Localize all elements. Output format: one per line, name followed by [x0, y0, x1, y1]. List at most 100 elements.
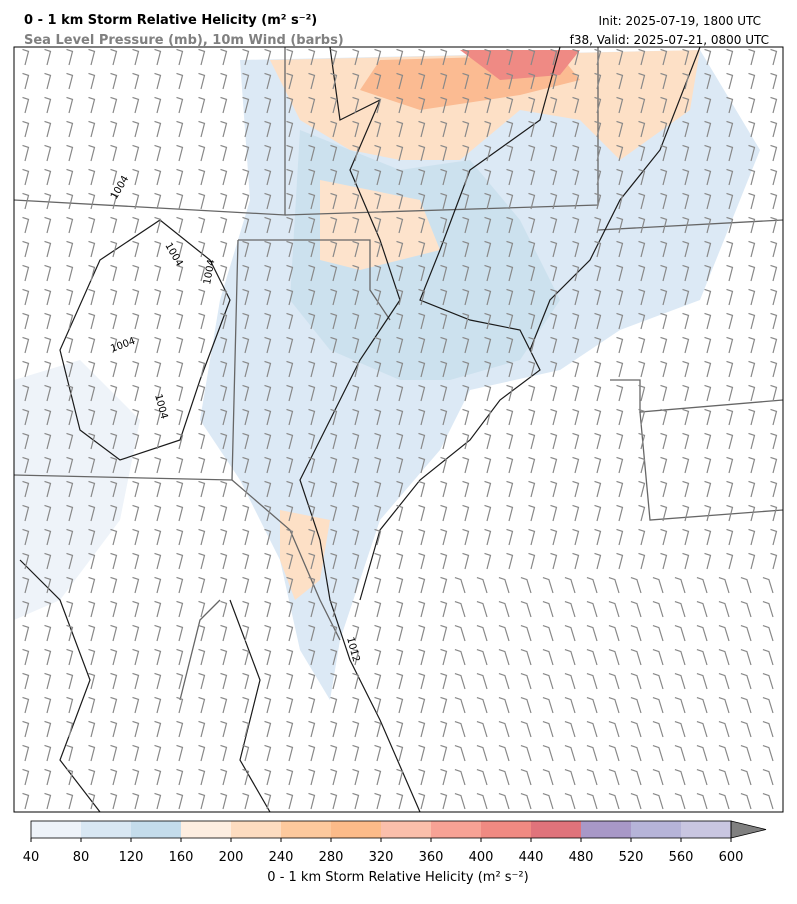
barb [462, 528, 470, 546]
barb [44, 600, 52, 618]
barb [176, 552, 184, 570]
barb [726, 336, 734, 354]
barb [528, 552, 536, 570]
barb [594, 72, 602, 90]
barb [132, 264, 140, 282]
barb [154, 648, 162, 666]
colorbar-tick-label: 320 [369, 850, 394, 865]
barb [132, 624, 140, 642]
barb [286, 600, 294, 618]
barb [418, 312, 426, 330]
barb [242, 144, 250, 162]
barb [630, 745, 642, 762]
barb [718, 793, 730, 810]
barb [418, 288, 426, 306]
barb [550, 168, 558, 186]
barb [88, 792, 96, 810]
barb [198, 624, 206, 642]
barb [506, 360, 514, 378]
barb [132, 384, 140, 402]
barb [550, 336, 558, 354]
barb [220, 216, 228, 234]
barb [572, 216, 580, 234]
barb [88, 216, 96, 234]
barb [220, 168, 228, 186]
barb [630, 721, 642, 738]
barb [374, 192, 382, 210]
barb [440, 744, 448, 762]
barb [176, 72, 184, 90]
barb [484, 240, 492, 258]
barb [176, 480, 184, 498]
barb [726, 288, 734, 306]
barb [132, 360, 140, 378]
barb [110, 768, 118, 786]
barb [396, 528, 404, 546]
barb [748, 192, 756, 210]
colorbar-segment [281, 821, 331, 838]
barb [616, 336, 624, 354]
barb [22, 264, 30, 282]
barb [748, 360, 756, 378]
barb [608, 673, 620, 690]
barb [330, 288, 338, 306]
barb [726, 48, 734, 66]
barb [352, 144, 360, 162]
barb [220, 72, 228, 90]
barb [594, 432, 602, 450]
barb [682, 456, 690, 474]
barb [704, 240, 712, 258]
barb [132, 504, 140, 522]
barb [132, 408, 140, 426]
barb [506, 240, 514, 258]
barb [696, 601, 708, 618]
barb [154, 624, 162, 642]
barb [550, 312, 558, 330]
barb [660, 504, 668, 522]
barb [176, 624, 184, 642]
barb [748, 48, 756, 66]
barb [110, 432, 118, 450]
barb [718, 673, 730, 690]
barb [176, 576, 184, 594]
barb [198, 768, 206, 786]
barb [572, 408, 580, 426]
barb [718, 577, 730, 594]
barb [110, 336, 118, 354]
barb [440, 384, 448, 402]
barb [740, 721, 752, 738]
barb [308, 288, 316, 306]
barb [22, 168, 30, 186]
barb [220, 336, 228, 354]
barb [550, 480, 558, 498]
barb [528, 168, 536, 186]
barb [88, 504, 96, 522]
barb [176, 528, 184, 546]
barb [374, 48, 382, 66]
barb [396, 432, 404, 450]
barb [726, 360, 734, 378]
barb [418, 168, 426, 186]
barb [264, 288, 272, 306]
barb [220, 240, 228, 258]
barb [220, 144, 228, 162]
barb [308, 96, 316, 114]
barb [704, 288, 712, 306]
barb [242, 768, 250, 786]
barb [682, 528, 690, 546]
barb [176, 504, 184, 522]
barb [330, 504, 338, 522]
barb [440, 312, 448, 330]
barb [616, 192, 624, 210]
barb [682, 312, 690, 330]
barb [176, 600, 184, 618]
barb [770, 288, 778, 306]
barb [770, 264, 778, 282]
barb [352, 744, 360, 762]
barb [66, 216, 74, 234]
barb [616, 480, 624, 498]
barb [506, 408, 514, 426]
barb [440, 96, 448, 114]
barb [594, 144, 602, 162]
barb [770, 192, 778, 210]
